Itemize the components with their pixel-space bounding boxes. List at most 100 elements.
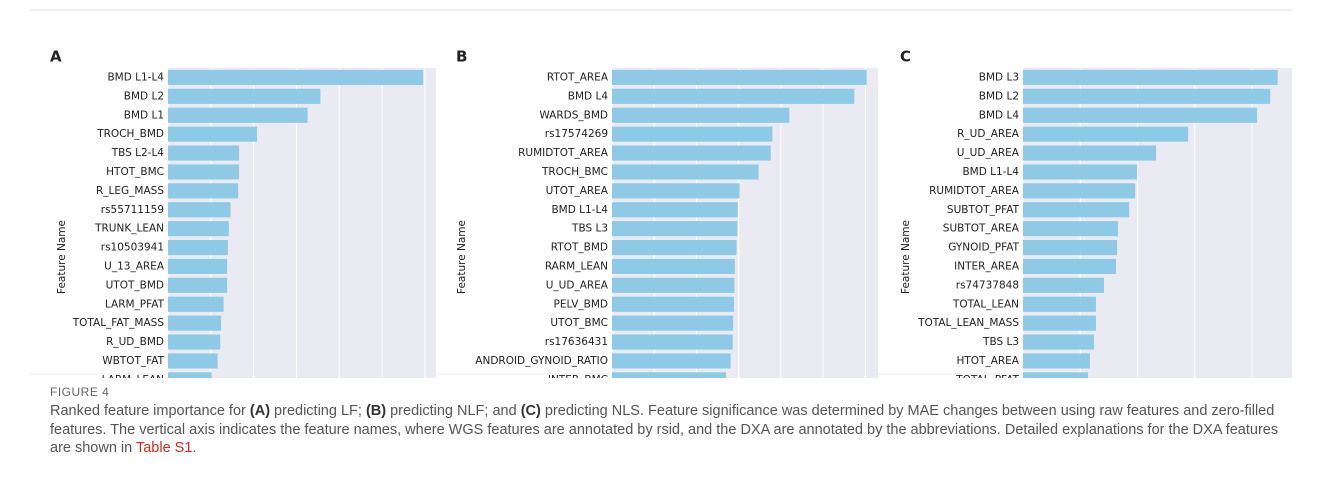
- bar: [168, 145, 240, 161]
- bar: [612, 126, 773, 142]
- y-tick-label: U_13_AREA: [104, 260, 165, 272]
- y-tick-label: R_UD_BMD: [106, 336, 164, 348]
- caption-text: (A): [249, 403, 271, 419]
- y-tick-label: GYNOID_PFAT: [948, 242, 1019, 254]
- bar: [1023, 69, 1278, 86]
- bar: [612, 69, 867, 86]
- bar: [168, 334, 221, 350]
- y-tick-label: R_UD_AREA: [957, 128, 1020, 140]
- bar: [168, 69, 424, 86]
- y-tick-label: RTOT_AREA: [547, 71, 609, 83]
- y-tick-label: RARM_LEAN: [545, 260, 608, 272]
- bar: [168, 239, 228, 256]
- bar: [168, 296, 224, 312]
- caption: Ranked feature importance for (A) predic…: [50, 402, 1300, 458]
- bar: [1023, 88, 1271, 104]
- bar: [168, 164, 240, 180]
- bar: [612, 296, 735, 312]
- panel-label: B: [456, 48, 467, 66]
- bar: [612, 183, 740, 199]
- bar: [1023, 239, 1118, 256]
- y-tick-label: HTOT_AREA: [956, 355, 1019, 367]
- y-tick-label: WARDS_BMD: [539, 109, 608, 121]
- y-tick-label: TOTAL_LEAN: [952, 298, 1019, 310]
- y-tick-label: rs17574269: [545, 128, 608, 140]
- bar: [612, 164, 759, 180]
- bar: [168, 277, 228, 293]
- bar: [1023, 221, 1119, 237]
- bar: [612, 372, 726, 378]
- y-tick-label: TOTAL_PFAT: [955, 374, 1019, 378]
- y-tick-label: R_LEG_MASS: [96, 185, 164, 197]
- y-tick-label: UTOT_BMD: [106, 279, 164, 291]
- y-tick-label: TBS L3: [571, 223, 608, 235]
- y-tick-label: rs10503941: [101, 242, 164, 254]
- bar: [612, 202, 738, 218]
- panel-label: C: [900, 48, 911, 66]
- y-tick-label: BMD L4: [568, 90, 609, 102]
- bar: [612, 334, 733, 350]
- y-tick-label: UTOT_BMC: [550, 317, 608, 329]
- y-tick-label: RTOT_BMD: [551, 242, 608, 254]
- y-tick-label: U_UD_AREA: [957, 147, 1020, 159]
- caption-link[interactable]: Table S1: [135, 440, 193, 457]
- y-tick-label: rs74737848: [956, 279, 1019, 291]
- bar: [168, 258, 228, 275]
- caption-text: Ranked feature importance for: [50, 403, 250, 419]
- bar: [612, 88, 855, 104]
- bar: [168, 88, 321, 104]
- bar: [168, 372, 212, 378]
- bar: [1023, 372, 1088, 378]
- y-tick-label: HTOT_BMC: [106, 166, 164, 178]
- bar: [612, 239, 737, 256]
- y-tick-label: rs55711159: [101, 204, 164, 216]
- bar: [612, 221, 738, 237]
- y-tick-label: ANDROID_GYNOID_RATIO: [475, 355, 608, 367]
- y-tick-label: BMD L1: [124, 109, 164, 121]
- y-tick-label: BMD L1-L4: [107, 71, 164, 83]
- y-tick-label: TBS L3: [982, 336, 1019, 348]
- y-tick-label: INTER_AREA: [954, 260, 1020, 272]
- bar: [612, 145, 771, 161]
- bar: [612, 353, 731, 369]
- y-tick-label: LARM_LEAN: [102, 374, 164, 378]
- y-tick-label: SUBTOT_AREA: [943, 223, 1020, 235]
- bar: [1023, 315, 1096, 331]
- bar: [1023, 145, 1157, 161]
- bar: [1023, 296, 1096, 312]
- y-tick-label: TROCH_BMC: [541, 166, 608, 178]
- bar: [168, 353, 218, 369]
- bar: [1023, 164, 1138, 180]
- caption-text: predicting NLS. Feature significance was…: [50, 403, 1279, 457]
- caption-text: predicting LF;: [270, 403, 366, 419]
- y-tick-label: TOTAL_LEAN_MASS: [917, 317, 1019, 329]
- y-tick-label: U_UD_AREA: [546, 279, 609, 291]
- y-tick-label: BMD L1-L4: [551, 204, 608, 216]
- y-axis-label: Feature Name: [900, 220, 912, 294]
- bar: [168, 183, 239, 199]
- y-tick-label: LARM_PFAT: [105, 298, 165, 310]
- bar: [1023, 107, 1258, 123]
- panel-label: A: [50, 48, 62, 66]
- y-axis-label: Feature Name: [56, 220, 68, 294]
- y-tick-label: BMD L1-L4: [962, 166, 1019, 178]
- bar: [1023, 202, 1130, 218]
- bar: [612, 277, 735, 293]
- y-tick-label: RUMIDTOT_AREA: [518, 147, 609, 159]
- caption-text: predicting NLF; and: [386, 403, 521, 419]
- bar: [1023, 183, 1136, 199]
- y-tick-label: TRUNK_LEAN: [94, 223, 164, 235]
- y-tick-label: RUMIDTOT_AREA: [929, 185, 1020, 197]
- y-axis-label: Feature Name: [456, 220, 468, 294]
- bar: [1023, 277, 1104, 293]
- y-tick-label: UTOT_AREA: [546, 185, 609, 197]
- y-tick-label: SUBTOT_PFAT: [947, 204, 1020, 216]
- y-tick-label: PELV_BMD: [554, 298, 608, 310]
- bar: [612, 315, 734, 331]
- y-tick-label: TBS L2-L4: [111, 147, 165, 159]
- bar: [612, 258, 735, 275]
- bar: [168, 221, 229, 237]
- bar: [1023, 258, 1117, 275]
